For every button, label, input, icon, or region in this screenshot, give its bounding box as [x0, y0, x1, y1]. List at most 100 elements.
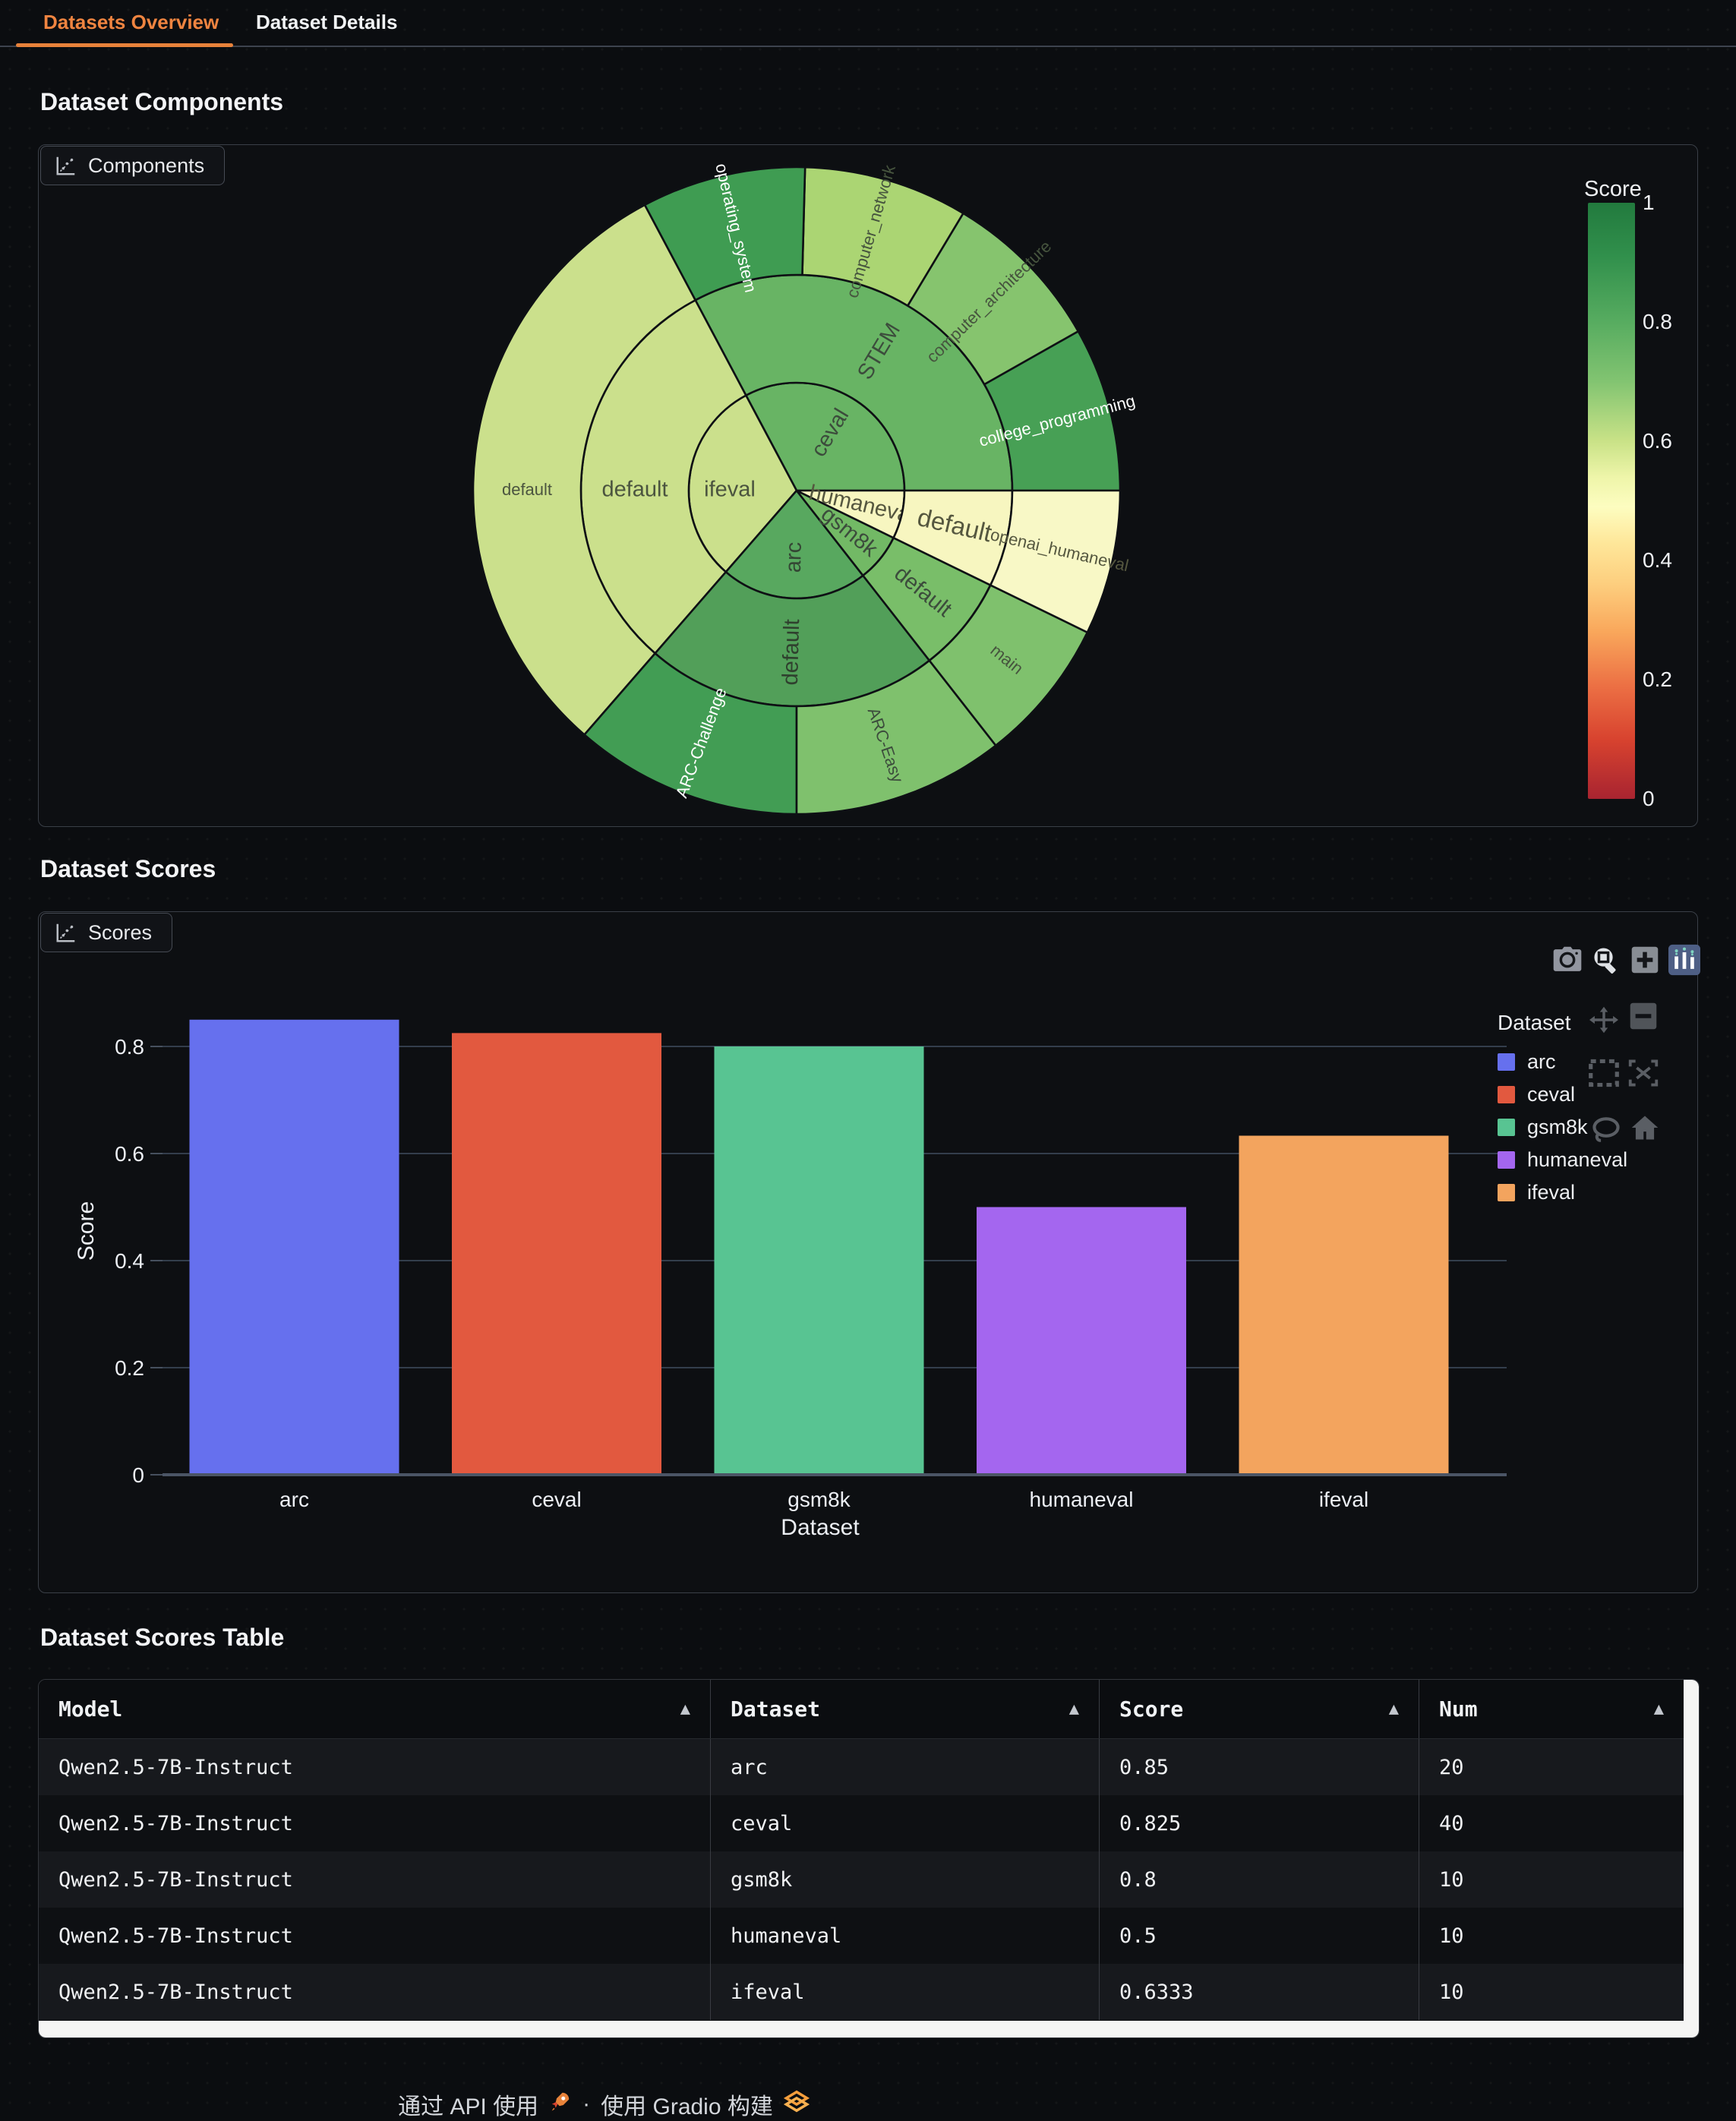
- y-tick-0: 0: [132, 1463, 144, 1487]
- y-tick-0.8: 0.8: [115, 1035, 144, 1059]
- legend-label: ifeval: [1527, 1181, 1576, 1204]
- column-header-label: Num: [1439, 1696, 1478, 1722]
- table-cell-num: 10: [1439, 1924, 1464, 1948]
- plotly-logo-icon[interactable]: [1668, 944, 1700, 976]
- gradio-logo-icon: [783, 2090, 810, 2119]
- y-tick-0.4: 0.4: [115, 1249, 144, 1273]
- table-cell-model: Qwen2.5-7B-Instruct: [39, 1851, 711, 1908]
- legend-item-ceval[interactable]: ceval: [1498, 1078, 1627, 1111]
- sunburst-label-default: default: [601, 478, 668, 502]
- table-row: Qwen2.5-7B-Instruct arc 0.85 20: [39, 1739, 1684, 1795]
- table-cell-score: 0.825: [1100, 1795, 1419, 1851]
- legend-swatch-ifeval: [1498, 1184, 1515, 1201]
- scores-panel-tab-label: Scores: [88, 920, 153, 944]
- components-panel-tab-label: Components: [88, 153, 205, 177]
- bar-chart: 0 0.2 0.4 0.6 0.8 arc ceval gsm8k humaneval ifeva…: [74, 1019, 1507, 1540]
- active-tab-underline: [16, 43, 233, 47]
- components-panel-tab[interactable]: Components: [40, 146, 226, 185]
- x-tick-ceval: ceval: [532, 1488, 581, 1511]
- colorbar-title: Score: [1584, 177, 1642, 201]
- tab-datasets-overview[interactable]: Datasets Overview: [43, 11, 219, 33]
- sunburst-label-ifeval: ifeval: [704, 478, 756, 502]
- table-cell-num: 10: [1439, 1980, 1464, 2004]
- use-via-api-link[interactable]: 通过 API 使用: [398, 2094, 539, 2119]
- x-tick-ifeval: ifeval: [1319, 1488, 1368, 1511]
- table-cell-score: 0.6333: [1100, 1964, 1419, 2020]
- reset-home-icon[interactable]: [1629, 1113, 1661, 1142]
- zoom-in-icon[interactable]: [1629, 945, 1661, 974]
- column-header-score[interactable]: Score ▲: [1100, 1680, 1419, 1738]
- table-horizontal-scrollbar[interactable]: [39, 2021, 1684, 2037]
- bar-ifeval[interactable]: [1239, 1135, 1449, 1475]
- scores-panel-tab[interactable]: Scores: [40, 913, 173, 952]
- x-tick-humaneval: humaneval: [1030, 1488, 1134, 1511]
- lasso-select-icon[interactable]: [1590, 1116, 1622, 1144]
- colorbar-tick-0.6: 0.6: [1643, 429, 1672, 453]
- legend-item-gsm8k[interactable]: gsm8k: [1498, 1111, 1627, 1144]
- column-header-label: Score: [1119, 1696, 1184, 1722]
- table-row: Qwen2.5-7B-Instruct ifeval 0.6333 10: [39, 1964, 1684, 2020]
- legend-label: humaneval: [1527, 1148, 1628, 1171]
- bar-arc[interactable]: [189, 1019, 399, 1475]
- legend-item-arc[interactable]: arc: [1498, 1046, 1627, 1078]
- table-row: Qwen2.5-7B-Instruct gsm8k 0.8 10: [39, 1851, 1684, 1908]
- legend-item-ifeval[interactable]: ifeval: [1498, 1176, 1627, 1209]
- legend-label: ceval: [1527, 1083, 1576, 1106]
- table-cell-num: 20: [1439, 1755, 1464, 1779]
- sort-arrow-icon[interactable]: ▲: [1388, 1700, 1399, 1719]
- scores-heading: Dataset Scores: [40, 855, 216, 882]
- sort-arrow-icon[interactable]: ▲: [680, 1700, 690, 1719]
- scatter-chart-icon: [55, 921, 77, 944]
- table-cell-dataset: ifeval: [711, 1964, 1100, 2020]
- colorbar-tick-0.8: 0.8: [1643, 310, 1672, 333]
- y-axis-title: Score: [74, 1201, 99, 1261]
- table-row: Qwen2.5-7B-Instruct humaneval 0.5 10: [39, 1908, 1684, 1964]
- column-header-dataset[interactable]: Dataset ▲: [711, 1680, 1100, 1738]
- bar-gsm8k[interactable]: [714, 1046, 924, 1475]
- sunburst-label-arc: arc: [781, 541, 806, 573]
- footer-separator: ·: [582, 2091, 591, 2116]
- rocket-icon: [549, 2090, 572, 2119]
- table-cell-model: Qwen2.5-7B-Instruct: [39, 1739, 711, 1795]
- table-cell-dataset: humaneval: [711, 1908, 1100, 1964]
- y-tick-0.6: 0.6: [115, 1142, 144, 1166]
- autoscale-icon[interactable]: [1627, 1059, 1659, 1087]
- colorbar-tick-0.2: 0.2: [1643, 668, 1672, 691]
- bar-ceval[interactable]: [452, 1033, 661, 1475]
- table-cell-model: Qwen2.5-7B-Instruct: [39, 1908, 711, 1964]
- legend-swatch-humaneval: [1498, 1151, 1515, 1169]
- sunburst-segment-default[interactable]: [472, 204, 697, 737]
- table-cell-dataset: gsm8k: [711, 1851, 1100, 1908]
- sort-arrow-icon[interactable]: ▲: [1653, 1700, 1664, 1719]
- x-tick-gsm8k: gsm8k: [788, 1488, 851, 1511]
- table-cell-score: 0.8: [1100, 1851, 1419, 1908]
- sunburst-label-default: default: [502, 480, 552, 499]
- bar-humaneval[interactable]: [977, 1207, 1186, 1476]
- column-header-label: Model: [58, 1696, 123, 1722]
- components-heading: Dataset Components: [40, 88, 284, 115]
- y-tick-0.2: 0.2: [115, 1356, 144, 1380]
- table-vertical-scrollbar[interactable]: [1684, 1680, 1699, 2037]
- colorbar-tick-0.4: 0.4: [1643, 548, 1672, 572]
- x-tick-arc: arc: [279, 1488, 309, 1511]
- sunburst-segment-openai_humaneval[interactable]: [989, 489, 1122, 634]
- top-tab-bar: Datasets Overview Dataset Details: [0, 0, 1736, 47]
- gradio-footer: 通过 API 使用 · 使用 Gradio 构建: [0, 2088, 1207, 2121]
- table-header-row: Model ▲ Dataset ▲ Score ▲ Num ▲: [39, 1680, 1684, 1739]
- camera-download-icon[interactable]: [1551, 945, 1583, 974]
- built-with-gradio-link[interactable]: 使用 Gradio 构建: [601, 2094, 773, 2119]
- scores-panel: Scores 0 0.2 0.4 0.6 0.8 arc ceval gsm8k humanev…: [38, 911, 1700, 1593]
- zoom-icon[interactable]: [1590, 945, 1622, 974]
- table-cell-score: 0.5: [1100, 1908, 1419, 1964]
- legend-item-humaneval[interactable]: humaneval: [1498, 1144, 1627, 1176]
- column-header-model[interactable]: Model ▲: [39, 1680, 711, 1738]
- dataset-scores-table: Model ▲ Dataset ▲ Score ▲ Num ▲ Qwen2.5-7B-Instr…: [38, 1679, 1700, 2038]
- x-axis-title: Dataset: [781, 1515, 860, 1540]
- tab-dataset-details[interactable]: Dataset Details: [256, 11, 398, 33]
- sort-arrow-icon[interactable]: ▲: [1068, 1700, 1079, 1719]
- pan-icon[interactable]: [1588, 1005, 1620, 1034]
- column-header-num[interactable]: Num ▲: [1419, 1680, 1684, 1738]
- components-panel: Components ceval ifeval arc gsm8k humaneval S…: [38, 144, 1698, 827]
- box-select-icon[interactable]: [1588, 1059, 1620, 1087]
- zoom-out-icon[interactable]: [1627, 1002, 1659, 1031]
